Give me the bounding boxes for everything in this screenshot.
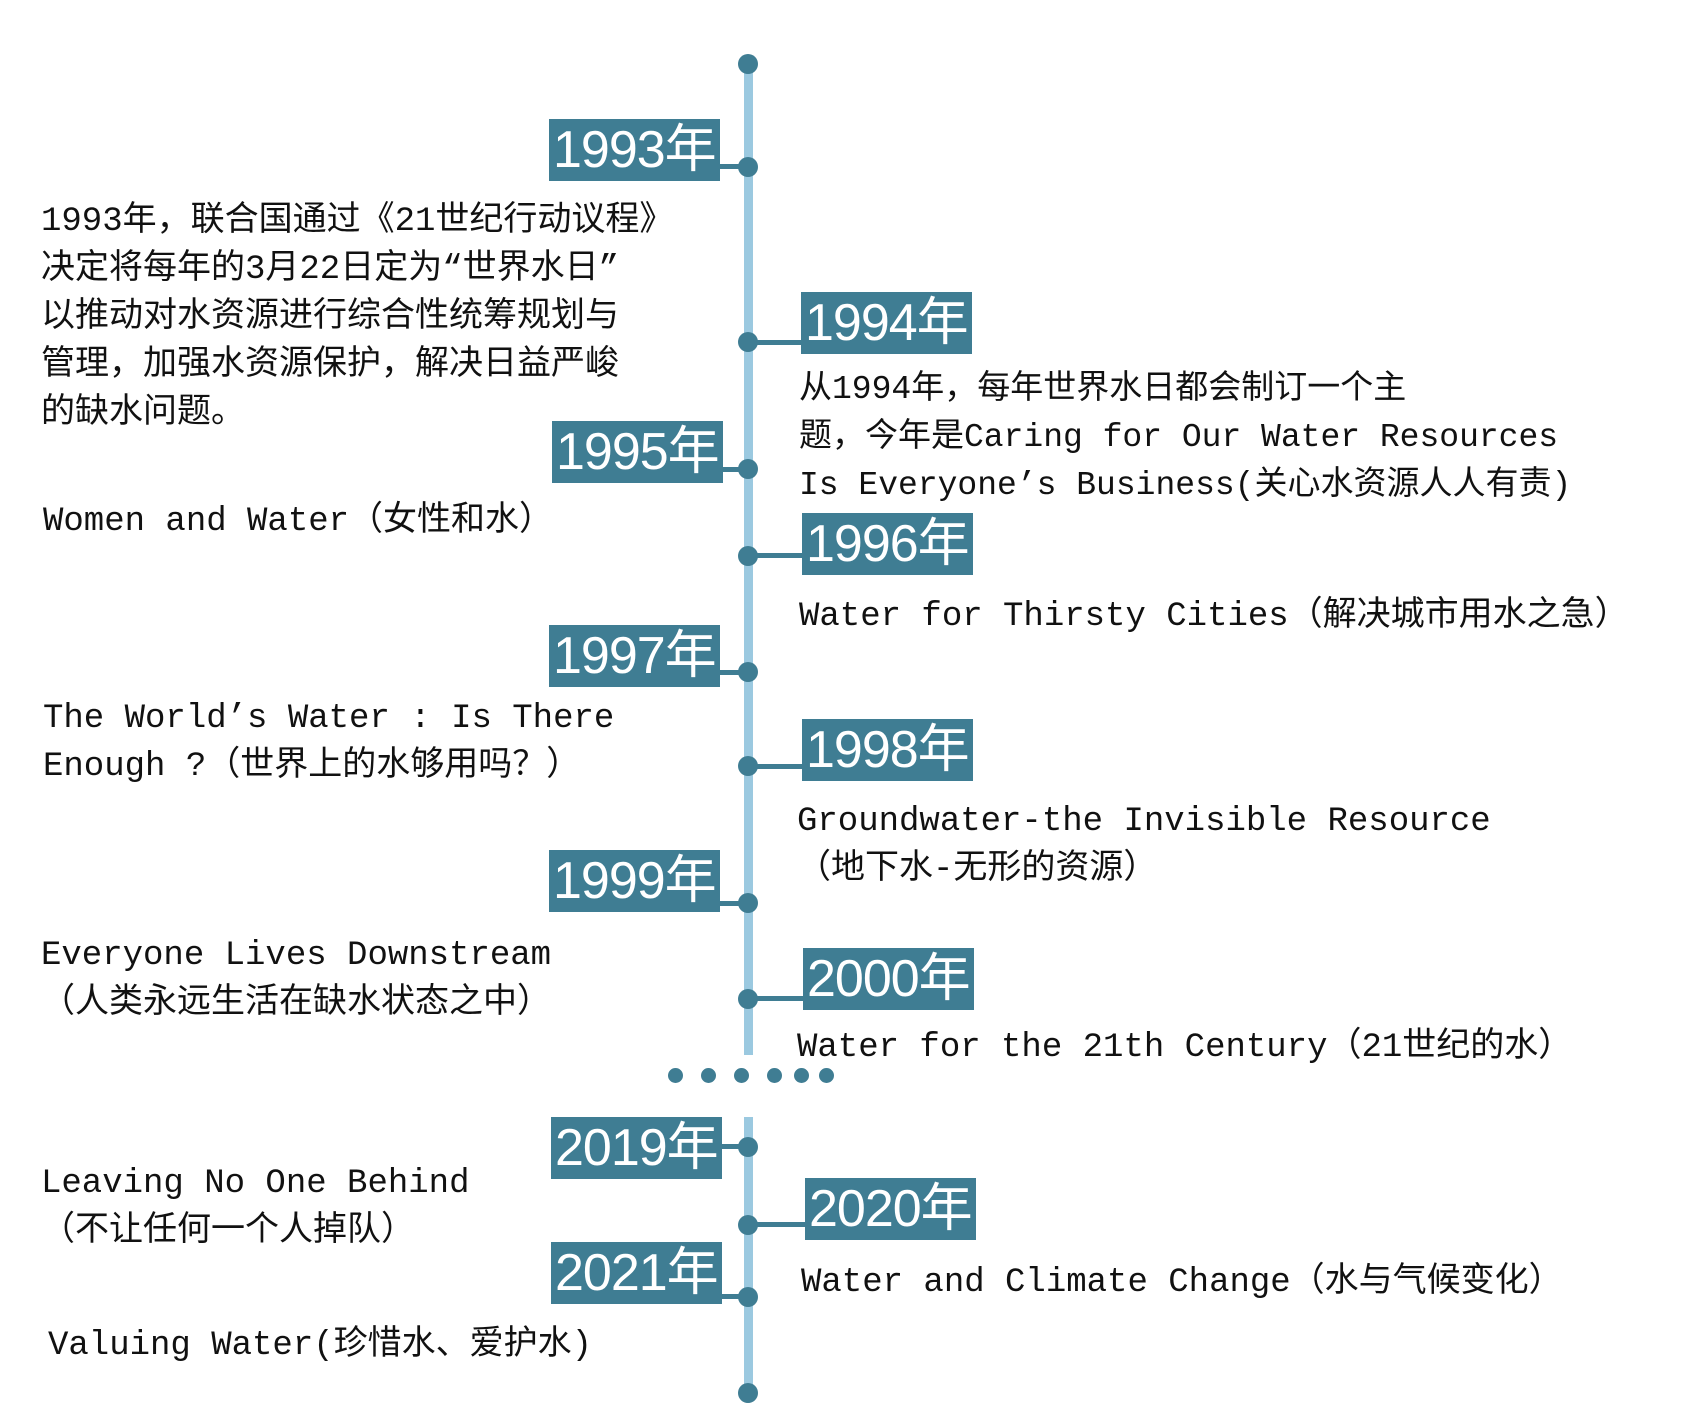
entry-line: 以推动对水资源进行综合性统筹规划与 [41,299,619,337]
gap-dot [734,1068,749,1083]
entry-line: Everyone Lives Downstream [41,937,552,975]
year-badge-1997: 1997年 [549,625,720,687]
connector-1999 [704,901,748,906]
year-badge-2000: 2000年 [803,948,974,1010]
entry-line: （地下水-无形的资源） [797,851,1158,889]
entry-text-1995: Women and Water（女性和水） [43,503,554,541]
connector-2019 [704,1144,748,1149]
timeline-dot-2021 [738,1287,758,1307]
year-badge-1998: 1998年 [802,719,973,781]
connector-2020 [748,1222,808,1227]
entry-line: 题，今年是Caring for Our Water Resources [799,419,1559,456]
gap-dot [794,1068,809,1083]
timeline-dot-1995 [738,459,758,479]
connector-2021 [708,1294,748,1299]
connector-1995 [706,467,748,472]
gap-dot [819,1068,834,1083]
gap-dot [767,1068,782,1083]
timeline-end-dot [738,1383,758,1403]
connector-1996 [748,553,806,558]
entry-text-2020: Water and Climate Change（水与气候变化） [801,1264,1563,1302]
connector-1994 [748,340,804,345]
entry-line: Enough ?（世界上的水够用吗？） [43,748,581,786]
entry-line: Groundwater-the Invisible Resource [797,803,1491,841]
timeline-dot-1997 [738,662,758,682]
entry-line: （人类永远生活在缺水状态之中） [41,985,551,1023]
connector-1998 [748,764,806,769]
entry-text-2000: Water for the 21th Century（21世纪的水） [797,1029,1573,1067]
entry-line: Is Everyone’s Business(关心水资源人人有责) [799,467,1572,504]
entry-text-1996: Water for Thirsty Cities（解决城市用水之急） [799,598,1629,636]
timeline-dot-1999 [738,893,758,913]
year-badge-2021: 2021年 [551,1242,722,1304]
year-badge-1994: 1994年 [801,292,972,354]
entry-line: 1993年，联合国通过《21世纪行动议程》 [41,203,674,241]
entry-line: 决定将每年的3月22日定为“世界水日” [41,251,620,289]
connector-1997 [704,670,748,675]
entry-line: 的缺水问题。 [41,395,245,433]
timeline-dot-1993 [738,157,758,177]
entry-text-2021: Valuing Water(珍惜水、爱护水) [48,1327,593,1365]
year-badge-1996: 1996年 [802,513,973,575]
gap-dot [668,1068,683,1083]
entry-line: The World’s Water : Is There [43,700,615,738]
entry-line: （不让任何一个人掉队） [41,1213,415,1251]
timeline-dot-2019 [738,1137,758,1157]
year-badge-1999: 1999年 [549,850,720,912]
timeline-axis-lower [744,1117,753,1394]
year-badge-1995: 1995年 [552,421,723,483]
timeline-start-dot [738,54,758,74]
entry-line: Leaving No One Behind [41,1165,470,1203]
connector-1993 [704,164,748,169]
year-badge-1993: 1993年 [549,119,720,181]
entry-line: 管理，加强水资源保护，解决日益严峻 [41,347,619,385]
gap-dot [701,1068,716,1083]
year-badge-2019: 2019年 [551,1117,722,1179]
entry-line: 从1994年，每年世界水日都会制订一个主 [799,371,1407,408]
connector-2000 [748,996,806,1001]
year-badge-2020: 2020年 [805,1178,976,1240]
